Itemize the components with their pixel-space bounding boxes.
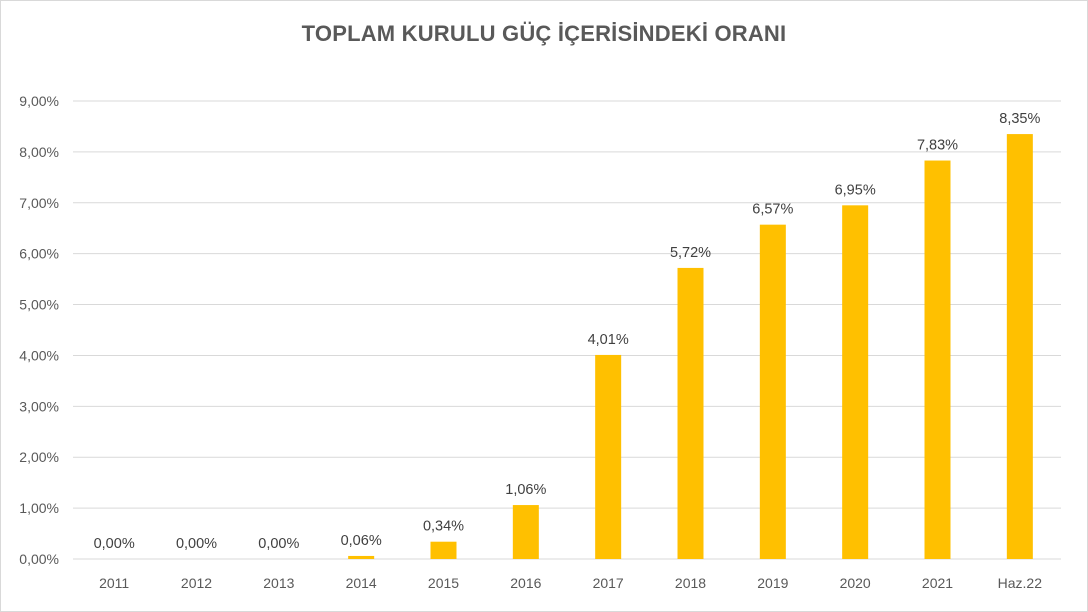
x-category-label: 2019 [757, 575, 788, 591]
chart-title: TOPLAM KURULU GÜÇ İÇERİSİNDEKİ ORANI [301, 21, 787, 46]
data-label: 1,06% [505, 482, 546, 498]
x-category-label: Haz.22 [998, 575, 1043, 591]
bar [595, 354, 622, 559]
bar [677, 267, 704, 559]
data-label: 6,95% [835, 182, 876, 198]
data-label: 0,00% [176, 536, 217, 552]
y-tick-label: 5,00% [19, 297, 59, 313]
y-tick-label: 3,00% [19, 398, 59, 414]
bar [759, 224, 786, 559]
x-category-label: 2021 [922, 575, 953, 591]
y-tick-label: 6,00% [19, 246, 59, 262]
y-tick-label: 4,00% [19, 347, 59, 363]
y-tick-label: 7,00% [19, 195, 59, 211]
x-category-label: 2011 [99, 575, 129, 591]
data-label: 8,35% [999, 111, 1040, 127]
data-label: 0,00% [94, 536, 135, 552]
bar [430, 541, 457, 559]
x-category-label: 2015 [428, 575, 459, 591]
x-category-label: 2018 [675, 575, 706, 591]
x-category-label: 2016 [510, 575, 541, 591]
data-label: 4,01% [588, 332, 629, 348]
data-label: 5,72% [670, 245, 711, 261]
data-label: 7,83% [917, 138, 958, 154]
y-tick-label: 0,00% [19, 551, 59, 567]
x-category-label: 2012 [181, 575, 212, 591]
data-label: 6,57% [752, 202, 793, 218]
y-tick-label: 2,00% [19, 449, 59, 465]
bar [1006, 134, 1033, 560]
bar [348, 555, 375, 559]
x-category-label: 2014 [346, 575, 377, 591]
x-category-label: 2013 [263, 575, 294, 591]
y-tick-label: 9,00% [19, 93, 59, 109]
data-label: 0,06% [341, 533, 382, 549]
data-label: 0,34% [423, 519, 464, 535]
bar [924, 160, 951, 560]
x-category-label: 2020 [840, 575, 871, 591]
y-tick-label: 1,00% [19, 500, 59, 516]
y-tick-label: 8,00% [19, 144, 59, 160]
x-category-label: 2017 [593, 575, 624, 591]
bar [842, 205, 869, 560]
bar [512, 505, 539, 559]
data-label: 0,00% [258, 536, 299, 552]
